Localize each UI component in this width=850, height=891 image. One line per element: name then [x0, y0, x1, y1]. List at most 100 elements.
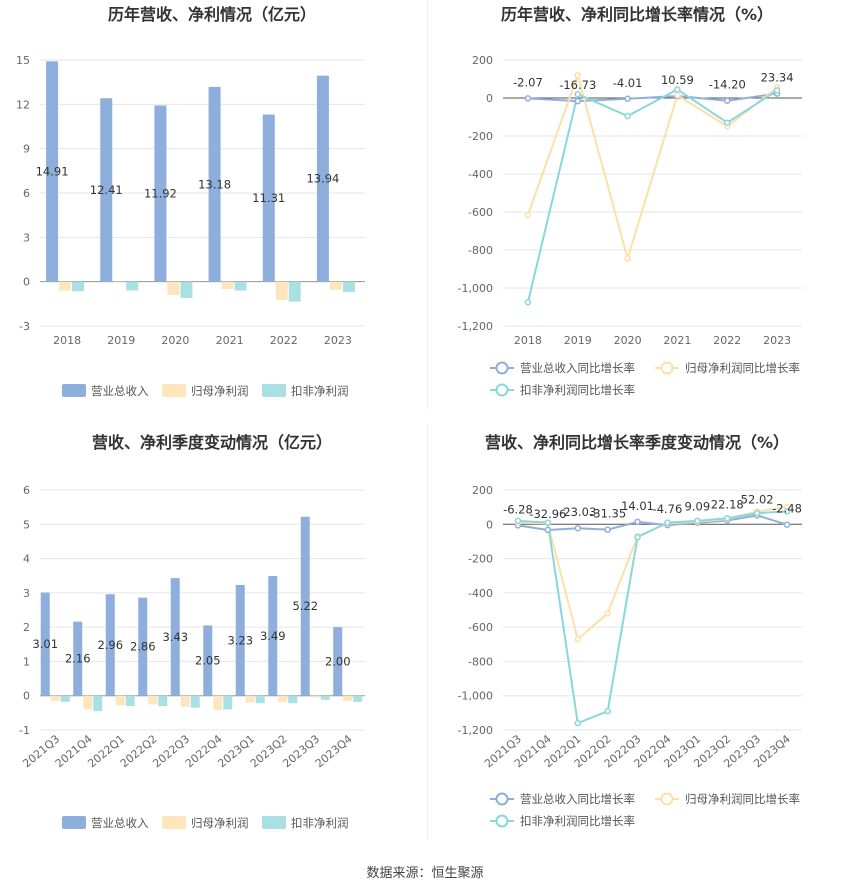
- bar-data-label: 5.22: [292, 599, 318, 613]
- series-point: [674, 91, 681, 99]
- y-tick-label: 0: [486, 518, 493, 531]
- bar-data-label: 3.23: [227, 633, 253, 647]
- bar-parent-profit: [278, 695, 288, 702]
- legend-label: 归母净利润: [191, 816, 249, 830]
- y-tick-label: -1,200: [458, 320, 493, 333]
- y-tick-label: -400: [468, 587, 493, 600]
- series-line: [526, 88, 778, 303]
- series-line: [526, 71, 778, 263]
- bar-data-label: 11.31: [252, 191, 285, 205]
- bar-deducted-profit: [353, 695, 363, 702]
- x-tick-label: 2022: [270, 334, 298, 347]
- bar-parent-profit: [180, 695, 190, 707]
- y-tick-label: 1: [23, 655, 30, 668]
- series-line: [517, 506, 788, 641]
- bar-parent-profit: [167, 281, 180, 295]
- bar-parent-profit: [148, 695, 158, 705]
- line-data-label: -14.20: [709, 78, 746, 92]
- y-tick-label: 3: [23, 231, 30, 244]
- y-tick-label: 15: [16, 54, 30, 67]
- quarterly-values-chart: 营收、净利季度变动情况（亿元）6543210-12021Q32021Q42022…: [19, 433, 365, 830]
- series-point: [574, 524, 581, 532]
- bar-deducted-profit: [93, 695, 103, 712]
- bar-deducted-profit: [255, 695, 265, 704]
- series-point: [724, 515, 731, 522]
- bar-revenue: [170, 578, 180, 696]
- quarterly-growth-panel: 营收、净利同比增长率季度变动情况（%） 200 0 -200 -400 -600 -800 -…: [425, 428, 850, 848]
- annual-values-panel: 历年营收、净利情况（亿元） 15 12 9 6 3 0 -3 2018 2019 2020 2021 2…: [0, 0, 425, 420]
- bar-parent-profit: [275, 281, 288, 301]
- x-tick-label: 2019: [564, 334, 592, 347]
- bar-parent-profit: [83, 695, 93, 710]
- y-tick-label: -200: [468, 130, 493, 143]
- bar-deducted-profit: [288, 695, 298, 704]
- bar-data-label: 3.43: [162, 630, 188, 644]
- bar-revenue: [73, 621, 83, 696]
- series-point: [783, 521, 791, 528]
- legend-marker: [660, 792, 674, 806]
- series-point: [773, 87, 781, 94]
- legend-swatch: [162, 384, 186, 397]
- legend-label: 营业总收入同比增长率: [520, 792, 635, 806]
- series-point: [694, 517, 701, 525]
- bar-parent-profit: [221, 281, 234, 290]
- y-tick-label: -800: [468, 244, 493, 257]
- series-point: [674, 86, 681, 93]
- bar-data-label: 2.96: [97, 638, 123, 652]
- bar-revenue: [333, 627, 343, 696]
- y-tick-label: 4: [23, 553, 30, 566]
- x-tick-label: 2021: [663, 334, 691, 347]
- bar-revenue: [208, 86, 221, 282]
- y-tick-label: 9: [23, 143, 30, 156]
- bar-data-label: 2.16: [65, 652, 91, 666]
- x-tick-label: 2022: [713, 334, 741, 347]
- bar-data-label: 14.91: [36, 164, 69, 178]
- x-tick-label: 2023: [324, 334, 352, 347]
- bar-deducted-profit: [342, 281, 355, 293]
- y-tick-label: -1: [19, 724, 30, 737]
- bar-parent-profit: [213, 695, 223, 711]
- annual-values-chart: 历年营收、净利情况（亿元） 15 12 9 6 3 0 -3 2018 2019 2020 2021 2…: [16, 5, 365, 398]
- line-data-label: 10.59: [661, 73, 694, 87]
- y-tick-label: -1,000: [458, 282, 493, 295]
- bar-revenue: [40, 592, 50, 696]
- bar-parent-profit: [59, 281, 72, 291]
- legend-label: 扣非净利润同比增长率: [520, 383, 635, 397]
- line-data-label: 14.01: [621, 499, 654, 513]
- series-point: [574, 71, 581, 79]
- line-data-label: -2.48: [772, 502, 802, 516]
- legend-swatch: [62, 384, 86, 397]
- y-tick-label: -600: [468, 206, 493, 219]
- y-tick-label: -1,000: [458, 690, 493, 703]
- bar-data-label: 3.49: [260, 629, 286, 643]
- series-point: [524, 211, 532, 219]
- line-data-label: 23.34: [761, 71, 794, 85]
- line-data-label: -4.76: [653, 502, 683, 516]
- series-point: [514, 517, 522, 525]
- series-point: [524, 95, 532, 102]
- bar-revenue: [235, 584, 245, 696]
- bar-parent-profit: [50, 695, 60, 701]
- x-tick-label: 2020: [614, 334, 642, 347]
- series-point: [574, 635, 581, 643]
- bar-parent-profit: [245, 695, 255, 703]
- chart-title: 营收、净利季度变动情况（亿元）: [92, 433, 332, 452]
- bar-parent-profit: [329, 281, 342, 290]
- quarterly-values-panel: 营收、净利季度变动情况（亿元） 6 5 4 3 2 1 0 -1 2021Q3 2021Q4 2022…: [0, 428, 425, 848]
- bar-deducted-profit: [190, 695, 200, 708]
- x-tick-label: 2018: [53, 334, 81, 347]
- y-tick-label: 0: [486, 92, 493, 105]
- legend-marker: [495, 383, 509, 397]
- series-point: [634, 518, 641, 526]
- bar-revenue: [203, 625, 213, 696]
- legend-label: 扣非净利润: [291, 384, 349, 398]
- bar-revenue: [100, 98, 113, 282]
- legend-marker: [495, 792, 509, 806]
- series-point: [783, 508, 791, 515]
- bar-data-label: 3.01: [32, 637, 58, 651]
- y-tick-label: 2: [23, 621, 30, 634]
- legend-label: 归母净利润: [191, 384, 249, 398]
- y-tick-label: 0: [23, 690, 30, 703]
- series-point: [624, 112, 631, 120]
- panel-divider-bottom: [427, 425, 428, 840]
